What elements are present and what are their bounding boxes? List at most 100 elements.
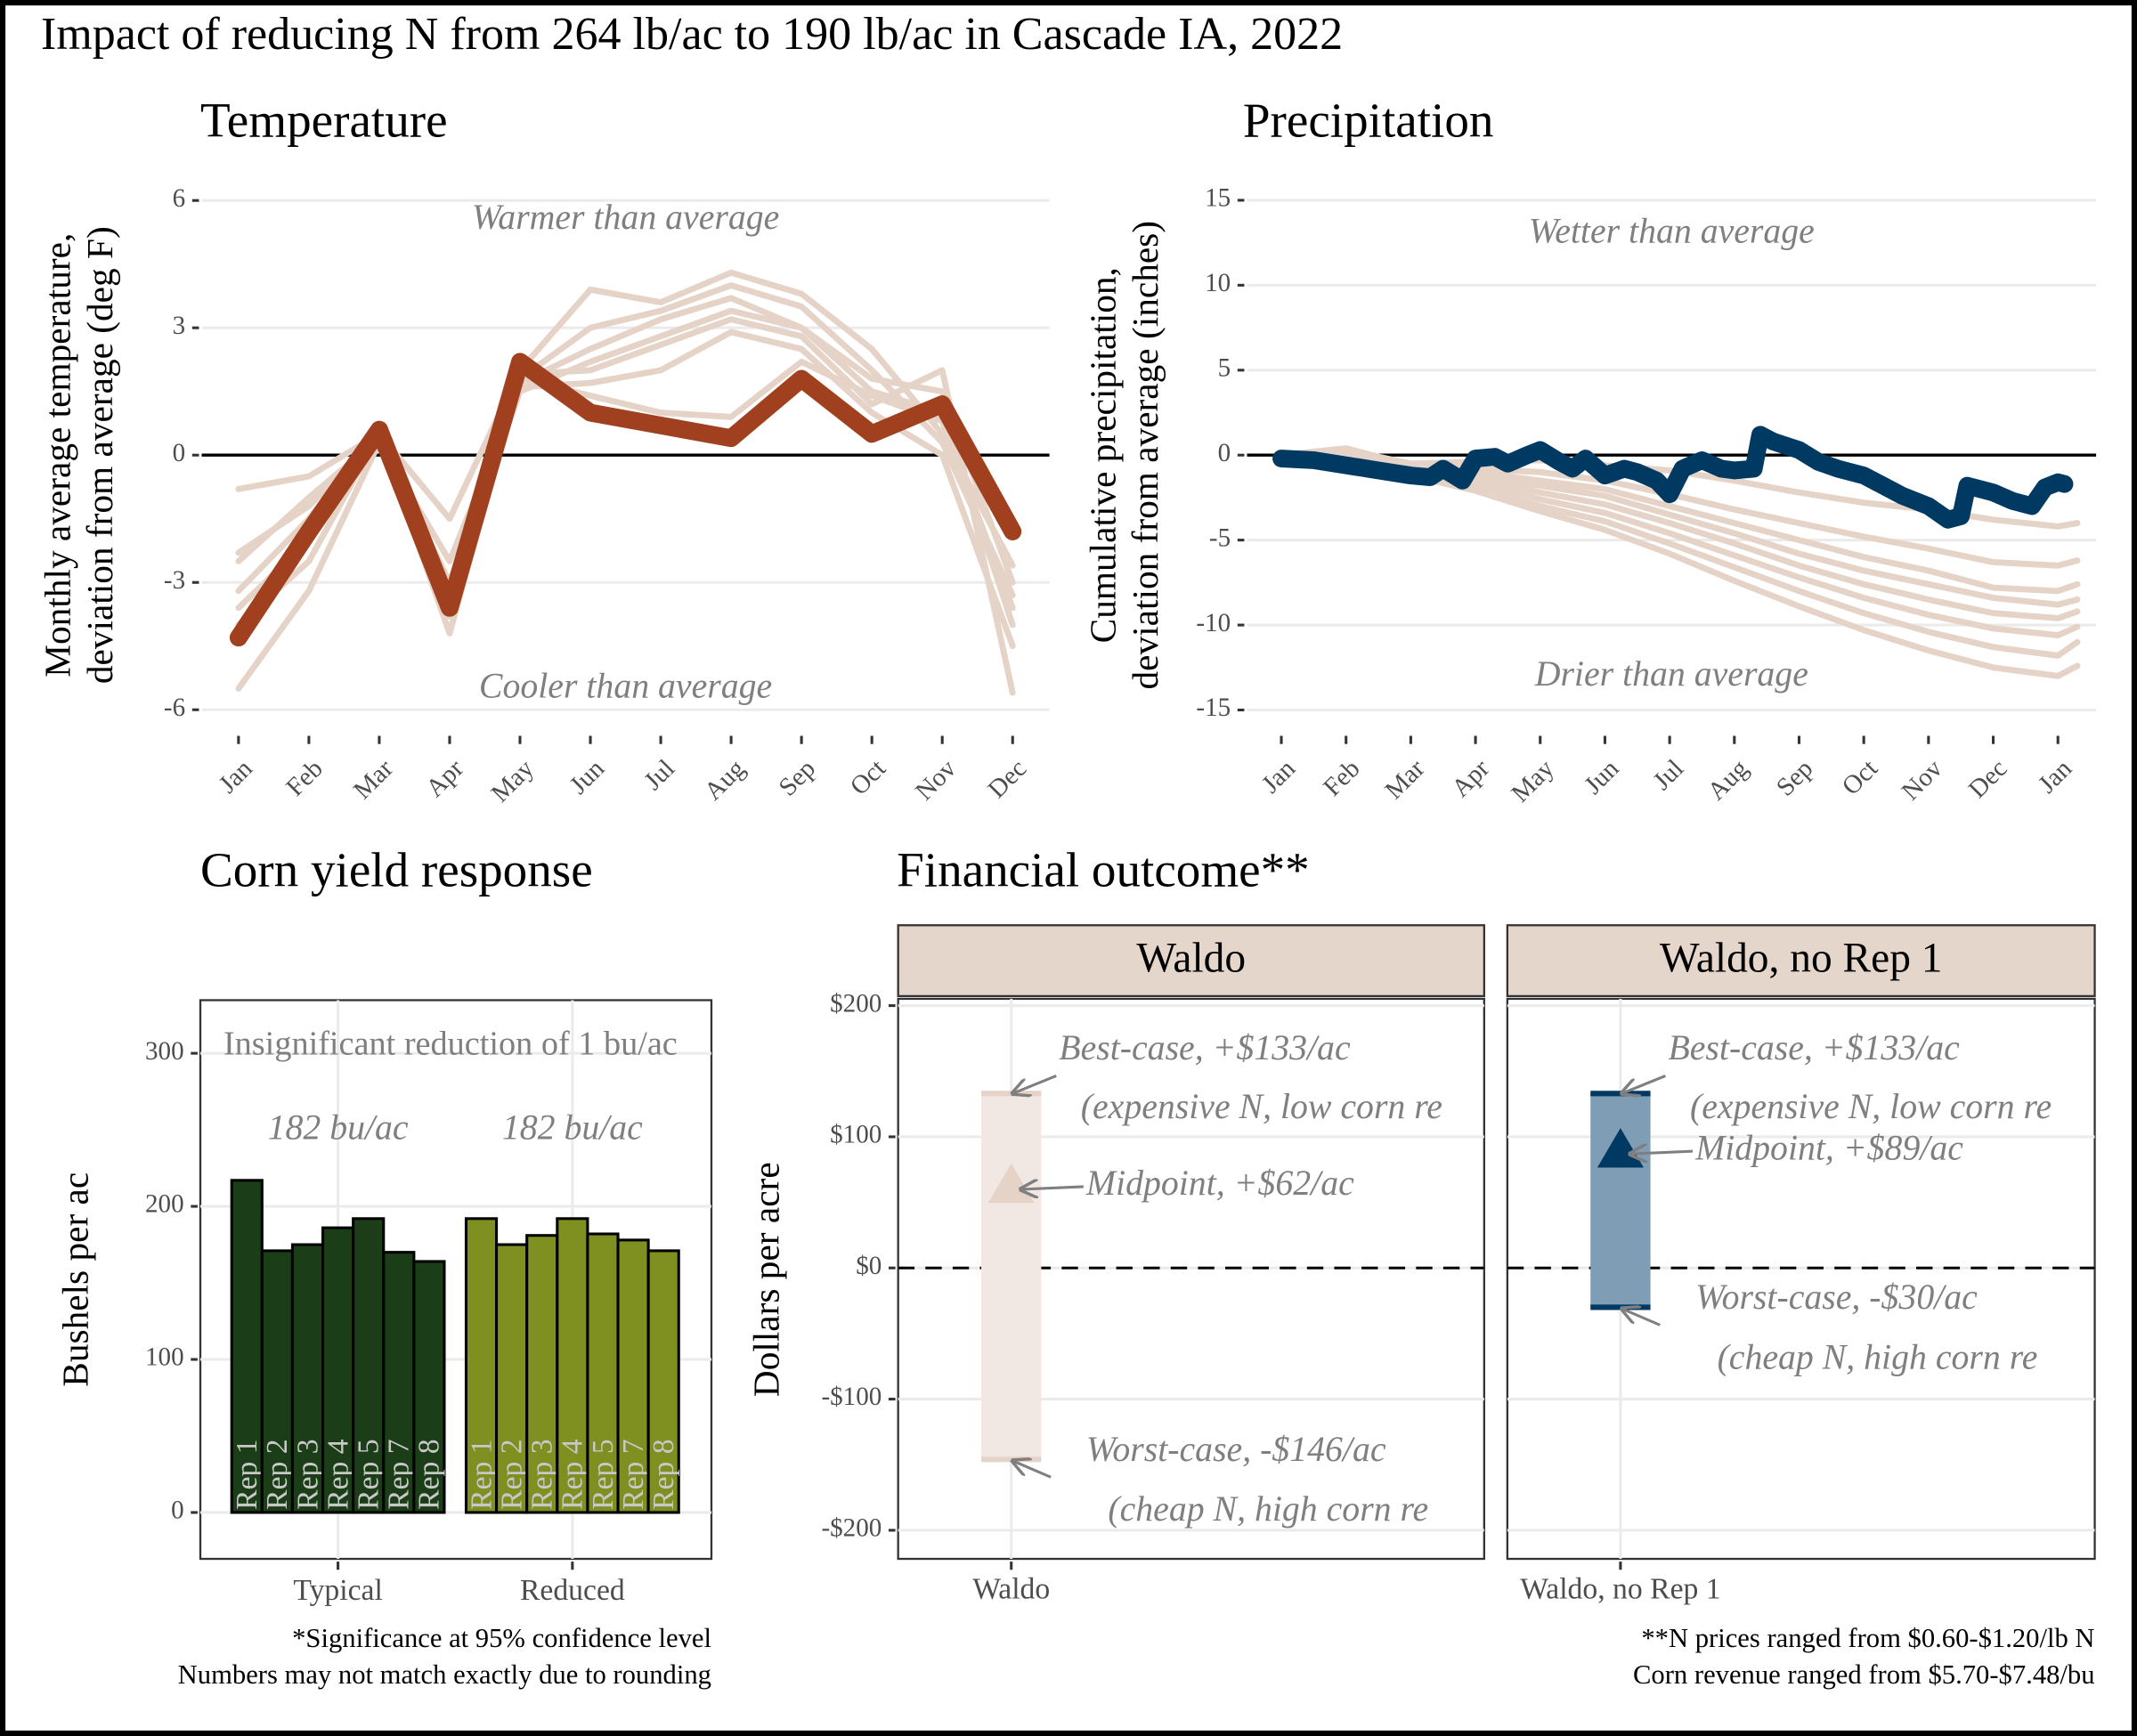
- annotation: (expensive N, low corn re: [1081, 1087, 1442, 1126]
- bar-label: Rep 7: [617, 1439, 650, 1509]
- footnote: *Significance at 95% confidence level: [292, 1623, 711, 1653]
- y-tick-label: 0: [173, 439, 186, 467]
- bar-label: Rep 4: [557, 1439, 589, 1510]
- bar-label: Rep 8: [413, 1439, 446, 1509]
- x-tick-label: Waldo: [972, 1572, 1050, 1605]
- y-tick-label: $100: [830, 1121, 882, 1149]
- y-tick-label: 15: [1205, 184, 1231, 213]
- annotation: Insignificant reduction of 1 bu/ac: [223, 1025, 678, 1062]
- annotation: Worst-case, -$146/ac: [1086, 1430, 1386, 1469]
- y-tick-label: 0: [1218, 439, 1231, 467]
- y-tick-label: 6: [173, 184, 186, 213]
- footnote: Corn revenue ranged from $5.70-$7.48/bu: [1633, 1659, 2095, 1690]
- data-line: [1278, 445, 2081, 595]
- bar-label: Rep 4: [321, 1439, 354, 1510]
- annotations: Best-case, +$133/ac (expensive N, low cor…: [1059, 1028, 1442, 1529]
- y-tick-label: -15: [1196, 694, 1231, 722]
- range-bar: [981, 1093, 1042, 1460]
- arrow: [1621, 1309, 1661, 1326]
- strip: [897, 924, 1485, 998]
- line-panel: Jan Feb Mar Apr May Jun Jul Aug Sep Oct Nov Dec-6-3…: [164, 184, 1050, 808]
- bar-label: Rep 3: [291, 1439, 324, 1509]
- annotation: 182 bu/ac: [268, 1108, 409, 1148]
- bar-label: Rep 1: [465, 1439, 498, 1509]
- bar-label: Rep 5: [587, 1439, 620, 1509]
- annotation: (cheap N, high corn re: [1718, 1337, 2038, 1376]
- panel-title: Precipitation: [1243, 93, 1494, 147]
- figure-title: Impact of reducing N from 264 lb/ac to 1…: [41, 9, 1343, 60]
- bar-label: Rep 5: [352, 1439, 385, 1509]
- bar: [646, 1249, 680, 1514]
- annotation: Best-case, +$133/ac: [1668, 1028, 1960, 1067]
- y-tick-label: 100: [145, 1343, 184, 1372]
- annotation: Worst-case, -$30/ac: [1695, 1278, 1978, 1317]
- y-tick-label: -$100: [821, 1383, 882, 1411]
- panel-title: Temperature: [200, 93, 448, 147]
- y-tick-label: $0: [856, 1252, 882, 1280]
- footnote: **N prices ranged from $0.60-$1.20/lb N: [1641, 1623, 2094, 1653]
- bar-label: Rep 2: [495, 1439, 528, 1509]
- y-axis-title: Cumulative precipitation,: [1082, 267, 1123, 643]
- x-tick-label: Waldo, no Rep 1: [1520, 1572, 1720, 1605]
- bar: [412, 1260, 446, 1514]
- facet: Waldo -$200 -$100 $0 $100 $200 Waldo Best-case,…: [821, 924, 1485, 1605]
- y-tick-label: 300: [145, 1037, 184, 1066]
- strip-label: Waldo: [1136, 936, 1246, 982]
- strip: [1506, 924, 2096, 998]
- bar: [616, 1238, 650, 1514]
- arrow: [1012, 1461, 1052, 1479]
- arrow: [1630, 1151, 1694, 1154]
- y-axis-title: Monthly average temperature,: [37, 233, 77, 677]
- arrow: [1020, 1187, 1084, 1189]
- bar: [290, 1243, 325, 1514]
- bar-label: Rep 7: [383, 1439, 416, 1509]
- bar-label: Rep 2: [261, 1439, 294, 1509]
- bar: [321, 1226, 355, 1514]
- y-tick-label: 10: [1205, 269, 1231, 297]
- panel-title: Financial outcome**: [897, 842, 1310, 896]
- y-tick-label: -3: [164, 566, 185, 595]
- footnote: Numbers may not match exactly due to rou…: [178, 1659, 711, 1690]
- y-tick-label: -10: [1196, 609, 1231, 637]
- clip-group: Insignificant reduction of 1 bu/ac: [223, 1025, 678, 1062]
- facet: Waldo, no Rep 1 Waldo, no Rep 1 Best-case,…: [1506, 924, 2096, 1605]
- bar-label: Rep 1: [231, 1439, 264, 1509]
- annotation: (expensive N, low corn re: [1690, 1087, 2052, 1126]
- y-tick-label: 200: [145, 1190, 184, 1219]
- annotation: Midpoint, +$62/ac: [1085, 1164, 1354, 1203]
- panel-title: Corn yield response: [200, 842, 593, 896]
- plots: Jan Feb Mar Apr May Jun Jul Aug Sep Oct Nov Dec-6-3…: [145, 184, 2097, 1607]
- annotation: Warmer than average: [472, 198, 779, 237]
- bar: [495, 1243, 529, 1514]
- data-line: [1278, 447, 2081, 530]
- annotation: Drier than average: [1534, 654, 1808, 694]
- y-axis-title: Bushels per ac: [54, 1172, 95, 1387]
- data-line: [1272, 426, 2074, 529]
- y-tick-label: 5: [1218, 353, 1231, 382]
- annotations: Best-case, +$133/ac (expensive N, low cor…: [1668, 1028, 2052, 1376]
- bar: [230, 1179, 264, 1514]
- y-tick-label: 0: [171, 1497, 184, 1525]
- bar: [352, 1217, 386, 1514]
- annotation: 182 bu/ac: [502, 1108, 643, 1148]
- annotation: Wetter than average: [1529, 211, 1815, 250]
- y-axis-title: deviation from average (inches): [1125, 221, 1166, 690]
- y-axis-title: Dollars per acre: [745, 1162, 786, 1397]
- bar-label: Rep 8: [647, 1439, 680, 1509]
- y-tick-label: -$200: [821, 1514, 882, 1543]
- y-tick-label: -6: [164, 694, 185, 722]
- range-bar: [1590, 1093, 1651, 1308]
- bar: [525, 1234, 559, 1514]
- y-tick-label: -5: [1209, 523, 1231, 552]
- annotation: Cooler than average: [479, 667, 772, 706]
- x-tick-label: Typical: [293, 1574, 382, 1607]
- annotation: Best-case, +$133/ac: [1059, 1028, 1351, 1067]
- arrow: [1012, 1074, 1057, 1093]
- annotation: Midpoint, +$89/ac: [1694, 1128, 1963, 1167]
- arrow: [1621, 1074, 1666, 1093]
- data-line: [229, 353, 1022, 647]
- y-tick-label: 3: [173, 312, 186, 340]
- x-tick-label: Reduced: [520, 1574, 625, 1607]
